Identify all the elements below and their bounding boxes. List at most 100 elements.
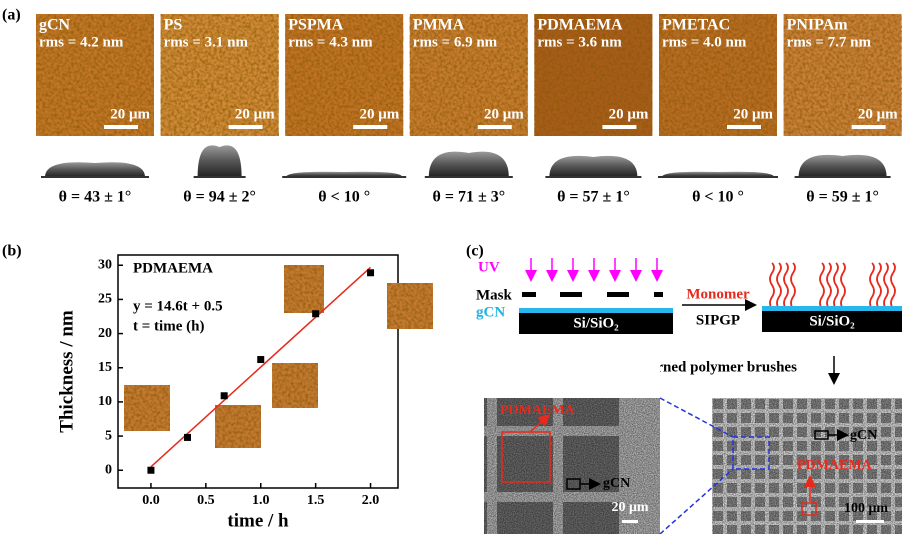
y-tick-label: 25 [98, 292, 112, 307]
monomer-label: Monomer [686, 286, 750, 302]
sample-name: PNIPAm [787, 17, 849, 34]
contact-angle: θ = 57 ± 1° [557, 189, 630, 206]
rms-label: rms = 3.1 nm [164, 34, 249, 50]
scale-label: 20 μm [609, 106, 649, 122]
mask-bar [654, 292, 663, 297]
x-tick-label: 2.0 [362, 493, 380, 508]
figure: (a) (b) (c) gCNrms = 4.2 nm20 μmθ = 43 ±… [0, 0, 902, 534]
brush [870, 263, 874, 309]
x-tick-label: 1.0 [252, 493, 270, 508]
sample-name: gCN [39, 17, 71, 34]
scale-label: 20 μm [858, 106, 898, 122]
rms-label: rms = 3.6 nm [537, 34, 622, 50]
brush [770, 263, 774, 309]
data-point [147, 467, 154, 474]
droplet [45, 162, 145, 177]
data-point [184, 434, 191, 441]
substrate-line [658, 176, 778, 178]
panel-label: (a) [2, 7, 21, 24]
sem-clip-cover [484, 360, 660, 398]
substrate-line [795, 176, 891, 178]
droplet [429, 152, 509, 177]
scale-label: 20 μm [484, 106, 524, 122]
scale-label: 20 μm [359, 106, 399, 122]
droplet [198, 145, 242, 177]
scale-bar [622, 520, 638, 523]
sample-name: PS [164, 17, 183, 34]
sample-name: PDMAEMA [537, 17, 623, 34]
afm-texture [215, 405, 261, 448]
sem-gcn-label: gCN [850, 428, 877, 443]
brush [834, 263, 838, 309]
scale-bar [852, 125, 886, 129]
y-tick-label: 0 [105, 462, 112, 477]
rms-label: rms = 7.7 nm [787, 34, 872, 50]
contact-angle: θ < 10 ° [692, 189, 744, 206]
afm-texture [284, 265, 324, 313]
contact-angle: θ = 43 ± 1° [59, 189, 132, 206]
y-tick-label: 15 [98, 360, 112, 375]
mask-bar [560, 292, 582, 297]
fit-equation: y = 14.6t + 0.5 [133, 298, 223, 314]
gcn-layer [762, 306, 902, 311]
scale-bar [478, 125, 512, 129]
scale-bar [602, 125, 636, 129]
panel-label: (c) [466, 243, 484, 260]
brush [784, 263, 788, 309]
x-tick-label: 1.5 [307, 493, 325, 508]
brush [827, 263, 831, 309]
contact-angle: θ = 94 ± 2° [183, 189, 256, 206]
gcn-label: gCN [476, 304, 505, 320]
uv-label: UV [478, 259, 500, 275]
scale-bar [727, 125, 761, 129]
substrate-line [425, 176, 513, 178]
brush [777, 263, 781, 309]
annotation: PDMAEMA [133, 260, 213, 276]
sem-polymer-label: PDMAEMA [500, 403, 576, 418]
x-axis-title: time / h [227, 510, 289, 531]
contact-angle: θ < 10 ° [318, 189, 370, 206]
brush [877, 263, 881, 309]
brush [884, 263, 888, 309]
annotation: t = time (h) [133, 318, 204, 334]
rms-label: rms = 4.0 nm [662, 34, 747, 50]
gcn-layer [519, 308, 673, 313]
afm-texture [387, 283, 433, 329]
y-tick-label: 5 [105, 428, 112, 443]
contact-angle: θ = 59 ± 1° [806, 189, 879, 206]
scale-bar [856, 520, 884, 523]
substrate-line [41, 176, 149, 178]
y-tick-label: 30 [98, 257, 112, 272]
rms-label: rms = 6.9 nm [413, 34, 498, 50]
data-point [367, 269, 374, 276]
brush [820, 263, 824, 309]
mask-label: Mask [476, 287, 512, 303]
substrate-line [194, 176, 246, 178]
y-tick-label: 20 [98, 326, 112, 341]
scale-label: 20 μm [733, 106, 773, 122]
brush [891, 263, 895, 309]
scale-label: 20 μm [110, 106, 150, 122]
droplet [549, 156, 637, 177]
droplet [799, 155, 887, 177]
mask-bar [522, 292, 536, 297]
brush [841, 263, 845, 309]
rms-label: rms = 4.2 nm [39, 34, 124, 50]
substrate-line [545, 176, 641, 178]
scale-bar [353, 125, 387, 129]
sem-clip-cover [420, 360, 484, 534]
sem-scale-label: 100 μm [844, 501, 888, 516]
scale-label: 20 μm [235, 106, 275, 122]
brush [791, 263, 795, 309]
y-axis-title: Thickness / nm [56, 310, 77, 433]
substrate-line [282, 176, 406, 178]
sample-name: PSPMA [288, 17, 344, 34]
sipgp-label: SIPGP [696, 312, 740, 328]
afm-texture [272, 363, 318, 408]
mask-bar [607, 292, 629, 297]
rms-label: rms = 4.3 nm [288, 34, 373, 50]
substrate-label: Si/SiO₂ [809, 313, 855, 329]
sem-polymer-label: PDMAEMA [797, 458, 873, 473]
x-tick-label: 0.0 [142, 493, 160, 508]
sem-gcn-label: gCN [603, 476, 630, 491]
